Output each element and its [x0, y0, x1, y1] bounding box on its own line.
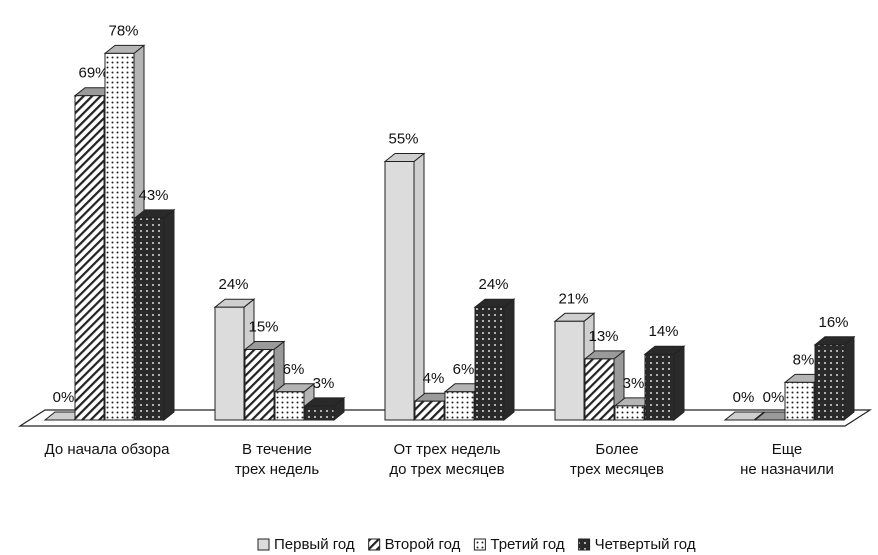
bar	[383, 152, 426, 422]
x-tick-label: До начала обзора	[44, 441, 170, 458]
bar-face	[134, 217, 165, 421]
bar-face	[474, 306, 505, 421]
bar-face	[614, 405, 645, 421]
bar-face	[644, 353, 675, 421]
bar	[813, 335, 856, 422]
bar	[473, 298, 516, 422]
bar-face	[584, 358, 615, 421]
x-tick-label: Более трех месяцев	[570, 441, 664, 478]
legend-swatch	[257, 538, 270, 551]
bar-face	[843, 335, 855, 422]
data-label: 69%	[78, 65, 108, 82]
data-label: 21%	[558, 290, 588, 307]
data-label: 55%	[388, 130, 418, 147]
data-label: 15%	[248, 318, 278, 335]
legend-label: Третий год	[490, 536, 564, 553]
bar-face	[244, 349, 275, 421]
data-label: 24%	[218, 276, 248, 293]
bar-face	[104, 52, 135, 421]
legend-swatch	[473, 538, 486, 551]
bar-face	[784, 381, 815, 421]
bar-face	[444, 391, 475, 421]
data-label: 24%	[478, 276, 508, 293]
legend-label: Первый год	[274, 536, 355, 553]
bar-face	[274, 391, 305, 421]
bar	[133, 208, 176, 422]
data-label: 16%	[818, 314, 848, 331]
bar-face	[503, 298, 515, 422]
bar	[643, 345, 686, 422]
data-label: 0%	[53, 389, 75, 406]
bar-face	[673, 345, 685, 422]
bar	[723, 411, 766, 421]
bar-face	[414, 400, 445, 421]
legend-swatch	[368, 538, 381, 551]
bar	[303, 396, 346, 422]
legend-label: Четвертый год	[595, 536, 696, 553]
bar-face	[214, 306, 245, 421]
x-tick-label: В течение трех недель	[234, 441, 320, 478]
bar-face	[163, 208, 175, 422]
bar	[103, 44, 146, 422]
data-label: 0%	[763, 389, 785, 406]
data-label: 6%	[453, 361, 475, 378]
data-label: 0%	[733, 389, 755, 406]
data-label: 14%	[648, 323, 678, 340]
bar-face	[554, 320, 585, 421]
bar-face	[304, 405, 335, 421]
bar-face	[814, 344, 845, 421]
data-label: 3%	[623, 375, 645, 392]
legend-swatch	[578, 538, 591, 551]
data-label: 8%	[793, 351, 815, 368]
data-label: 43%	[138, 187, 168, 204]
legend-label: Второй год	[385, 536, 461, 553]
data-label: 78%	[108, 22, 138, 39]
x-tick-label: От трех недель до трех месяцев	[389, 441, 505, 478]
bar	[273, 382, 316, 422]
bar-face	[384, 161, 415, 421]
data-label: 3%	[313, 375, 335, 392]
x-tick-label: Еще не назначили	[740, 441, 834, 478]
data-label: 4%	[423, 370, 445, 387]
bar-face	[74, 95, 105, 421]
data-label: 6%	[283, 361, 305, 378]
data-label: 13%	[588, 328, 618, 345]
